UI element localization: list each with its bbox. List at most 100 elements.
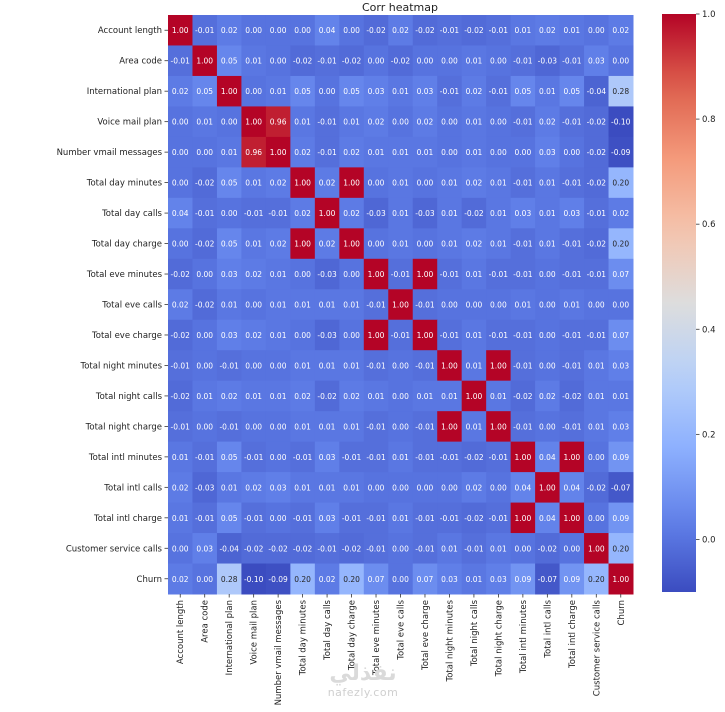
heatmap-cell [339,319,365,351]
heatmap-cell [265,197,291,229]
cell-value-label: 0.01 [392,148,409,157]
cell-value-label: 0.02 [221,26,238,35]
heatmap-cell [510,289,536,321]
heatmap-cell [584,319,610,351]
cell-value-label: 1.00 [539,483,556,492]
cell-value-label: 0.01 [294,422,311,431]
cell-value-label: -0.02 [587,118,607,127]
heatmap-cell-values: 1.00 -0.01 0.02 0.00 0.00 0.00 0.04 0.00 -0.02 0.… [171,26,631,584]
cell-value-label: 0.00 [441,57,458,66]
cell-value-label: 0.01 [588,361,605,370]
heatmap-cell [486,75,512,107]
heatmap-cell [388,75,414,107]
heatmap-cell [461,380,487,412]
colorbar-tick-label: 0.8 [702,115,716,125]
heatmap-cell [388,411,414,443]
heatmap-cell [290,411,316,443]
cell-value-label: -0.03 [195,483,215,492]
heatmap-cell [608,441,634,473]
heatmap-cell [559,380,585,412]
cell-value-label: -0.02 [293,544,313,553]
cell-value-label: 0.01 [490,209,507,218]
x-tick-label: Total intl charge [568,600,578,669]
cell-value-label: -0.01 [562,179,582,188]
cell-value-label: 0.05 [196,87,213,96]
cell-value-label: -0.01 [489,87,509,96]
heatmap-cell [437,563,463,595]
cell-value-label: 1.00 [563,514,580,523]
heatmap-cell [388,258,414,290]
cell-value-label: 0.02 [539,26,556,35]
heatmap-cell [559,563,585,595]
heatmap-cell [216,167,242,199]
heatmap-cell [314,350,340,382]
cell-value-label: 0.03 [368,87,385,96]
heatmap-cell [437,380,463,412]
cell-value-label: -0.01 [171,361,191,370]
colorbar-tick-label: 0.4 [702,325,716,335]
heatmap-cell [314,45,340,77]
cell-value-label: -0.03 [538,57,558,66]
cell-value-label: 0.01 [563,301,580,310]
cell-value-label: -0.01 [391,331,411,340]
heatmap-cell [412,45,438,77]
heatmap-cell [216,289,242,321]
cell-value-label: -0.01 [244,514,264,523]
heatmap-cell [486,15,512,46]
colorbar-gradient [662,14,696,592]
cell-value-label: 0.09 [515,575,532,584]
cell-value-label: 0.04 [563,483,580,492]
heatmap-cell [461,502,487,534]
cell-value-label: -0.02 [244,544,264,553]
cell-value-label: -0.01 [464,544,484,553]
heatmap-cell [241,197,267,229]
watermark-arabic: نفذلي [329,661,397,686]
heatmap-cell [241,75,267,107]
heatmap-cell [388,106,414,138]
cell-value-label: 0.00 [441,118,458,127]
heatmap-cell [339,106,365,138]
cell-value-label: 1.00 [588,544,605,553]
heatmap-cell [314,15,340,46]
heatmap-cell [192,563,218,595]
cell-value-label: 0.96 [245,148,262,157]
cell-value-label: -0.01 [440,331,460,340]
heatmap-cell [559,258,585,290]
heatmap-cell [314,75,340,107]
heatmap-cell [363,106,389,138]
cell-value-label: 1.00 [270,148,287,157]
cell-value-label: 0.01 [466,331,483,340]
heatmap-cell [314,563,340,595]
heatmap-cell [412,289,438,321]
heatmap-cell [608,533,634,565]
x-tick-label: Total intl minutes [519,599,529,674]
cell-value-label: 0.20 [612,179,629,188]
cell-value-label: 0.00 [196,575,213,584]
cell-value-label: 0.03 [221,331,238,340]
heatmap-cell [461,289,487,321]
heatmap-cell [584,75,610,107]
y-tick-label: Total eve charge [91,331,162,341]
cell-value-label: -0.01 [440,87,460,96]
cell-value-label: 0.00 [392,483,409,492]
cell-value-label: 0.02 [270,240,287,249]
cell-value-label: -0.01 [415,544,435,553]
heatmap-cell [584,167,610,199]
cell-value-label: 0.02 [466,87,483,96]
cell-value-label: 0.01 [343,361,360,370]
heatmap-cell [363,197,389,229]
cell-value-label: 0.01 [441,544,458,553]
heatmap-cell [412,411,438,443]
heatmap-cell [535,441,561,473]
cell-value-label: -0.01 [366,301,386,310]
cell-value-label: 0.02 [294,209,311,218]
heatmap-cell [290,441,316,473]
heatmap-cell [461,167,487,199]
cell-value-label: 0.01 [319,483,336,492]
cell-value-label: 0.05 [221,179,238,188]
heatmap-cell [559,350,585,382]
cell-value-label: 0.02 [343,392,360,401]
cell-value-label: 0.03 [539,148,556,157]
cell-value-label: 1.00 [343,179,360,188]
cell-value-label: 0.00 [221,209,238,218]
